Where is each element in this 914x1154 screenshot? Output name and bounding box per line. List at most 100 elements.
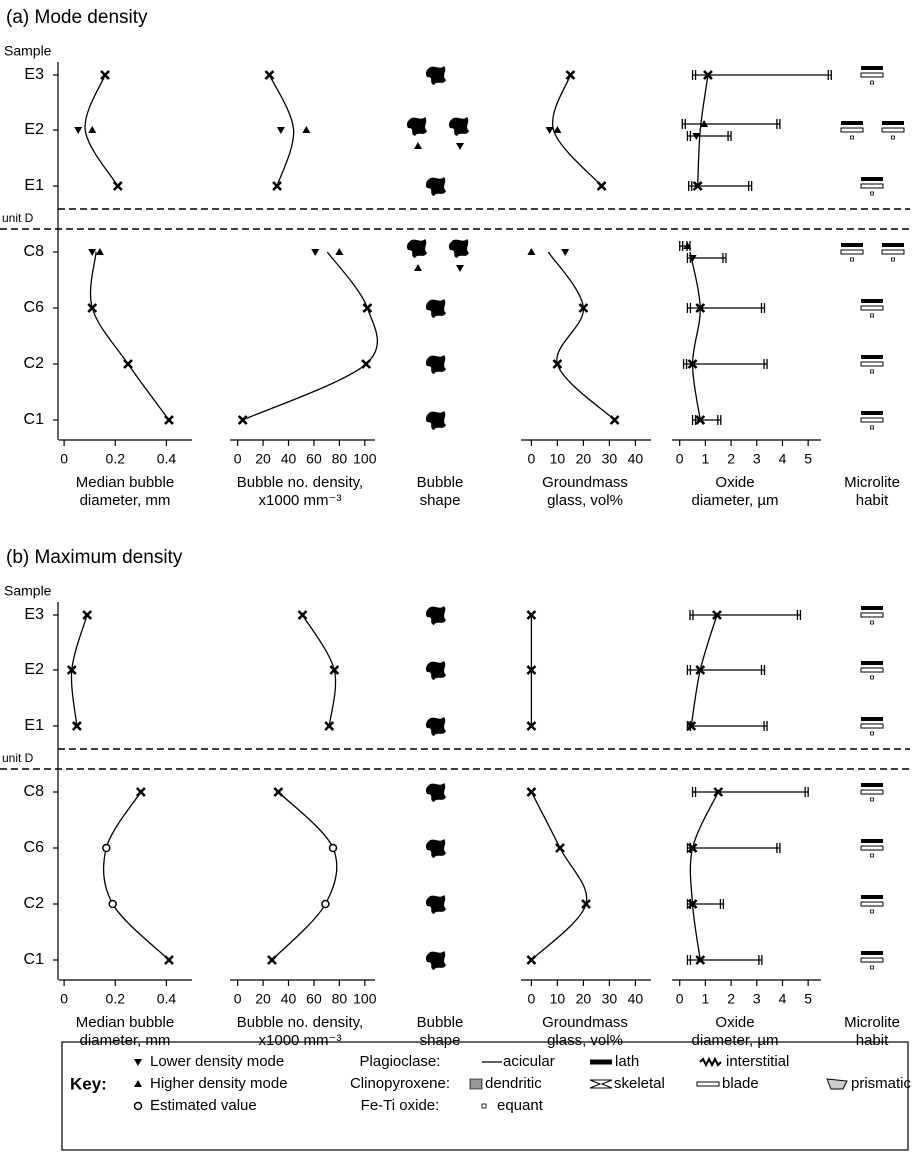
x-tick-label: 0.4 <box>157 451 177 467</box>
trend-curve <box>268 74 295 187</box>
trend-curve <box>271 791 338 961</box>
data-point <box>687 843 698 853</box>
x-tick-label: 20 <box>255 991 271 1007</box>
data-point <box>324 721 335 731</box>
data-point <box>88 126 97 133</box>
bubble-shape <box>425 355 446 374</box>
key-habit: blade <box>722 1075 759 1092</box>
error-bar <box>689 610 802 620</box>
x-axis-label: diameter, µm <box>691 1032 778 1049</box>
x-tick-label: 0 <box>528 451 536 467</box>
x-tick-label: 10 <box>550 451 566 467</box>
key-habit: lath <box>615 1053 639 1070</box>
habit-glyph <box>881 249 905 255</box>
habit-glyph <box>860 417 884 423</box>
habit-glyph <box>860 723 884 729</box>
category-label: E2 <box>24 661 44 678</box>
data-point <box>703 70 713 80</box>
x-tick-label: 30 <box>602 451 618 467</box>
category-label: E1 <box>24 717 44 734</box>
habit-glyph <box>861 895 883 899</box>
data-point <box>112 181 123 191</box>
habit-glyph <box>861 783 883 787</box>
x-tick-label: 0 <box>528 991 536 1007</box>
key-glyph <box>481 1103 487 1109</box>
x-axis-label: Microlite <box>844 1014 900 1031</box>
bubble-shape <box>406 117 427 136</box>
bubble-shape <box>448 239 469 258</box>
x-tick-label: 20 <box>576 991 592 1007</box>
data-point <box>713 787 724 797</box>
data-point <box>526 787 537 797</box>
data-point <box>123 359 133 369</box>
bubble-shape <box>425 411 446 430</box>
key-label: Lower density mode <box>150 1053 284 1070</box>
key-mineral: Plagioclase: <box>360 1053 441 1070</box>
key-habit: acicular <box>503 1053 555 1070</box>
habit-glyph <box>861 839 883 843</box>
data-point <box>321 899 330 909</box>
key-marker <box>134 1059 142 1066</box>
x-tick-label: 2 <box>727 991 735 1007</box>
error-bar <box>686 899 725 909</box>
x-tick-label: 1 <box>701 991 709 1007</box>
data-point <box>700 120 709 127</box>
x-tick-label: 60 <box>306 451 322 467</box>
data-point <box>686 721 697 731</box>
data-point <box>311 249 320 256</box>
data-point <box>687 359 698 369</box>
error-bar <box>686 721 768 731</box>
habit-glyph <box>861 661 883 665</box>
bubble-shape <box>425 661 446 680</box>
habit-glyph <box>870 191 874 196</box>
shape-mode-marker <box>456 265 464 272</box>
category-label: E3 <box>24 66 44 83</box>
habit-glyph <box>882 243 904 247</box>
error-bar <box>691 415 722 425</box>
habit-glyph <box>860 789 884 795</box>
x-tick-label: 100 <box>353 451 377 467</box>
data-point <box>688 255 697 262</box>
key-glyph <box>590 1059 612 1065</box>
x-tick-label: 5 <box>804 451 812 467</box>
trend-curve <box>689 791 719 961</box>
key-habit: prismatic <box>851 1075 912 1092</box>
key-box <box>61 1041 909 1151</box>
category-label: C2 <box>24 355 45 372</box>
habit-glyph <box>860 183 884 189</box>
x-tick-label: 0.2 <box>106 991 126 1007</box>
key-mineral: Clinopyroxene: <box>350 1075 450 1092</box>
data-point <box>692 133 701 140</box>
bubble-shape <box>425 606 446 625</box>
x-axis-label: Microlite <box>844 474 900 491</box>
data-point <box>135 787 146 797</box>
data-point <box>545 127 554 134</box>
x-axis-label: glass, vol% <box>547 492 623 509</box>
x-tick-label: 3 <box>753 451 761 467</box>
trend-curve <box>551 74 603 187</box>
category-label: C1 <box>24 951 45 968</box>
habit-glyph <box>861 606 883 610</box>
panel-title: (b) Maximum density <box>6 547 183 568</box>
habit-glyph <box>840 127 864 133</box>
habit-glyph <box>870 620 874 625</box>
key-marker <box>133 1101 143 1111</box>
trend-curve <box>547 251 616 421</box>
trend-curve <box>301 614 337 727</box>
habit-glyph <box>881 127 905 133</box>
habit-glyph <box>870 731 874 736</box>
x-axis-label: diameter, mm <box>80 492 171 509</box>
data-point <box>695 303 706 313</box>
data-point <box>555 843 565 853</box>
habit-glyph <box>891 257 895 262</box>
habit-glyph <box>861 299 883 303</box>
habit-glyph <box>860 667 884 673</box>
x-tick-label: 100 <box>353 991 377 1007</box>
habit-glyph <box>861 355 883 359</box>
category-label: C8 <box>24 783 45 800</box>
habit-glyph <box>870 675 874 680</box>
shape-mode-marker <box>456 143 464 150</box>
x-axis-label: diameter, mm <box>80 1032 171 1049</box>
trend-curve <box>242 251 378 421</box>
data-point <box>95 248 104 255</box>
